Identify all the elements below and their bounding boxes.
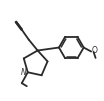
- Text: N: N: [21, 68, 27, 77]
- Text: O: O: [92, 46, 98, 55]
